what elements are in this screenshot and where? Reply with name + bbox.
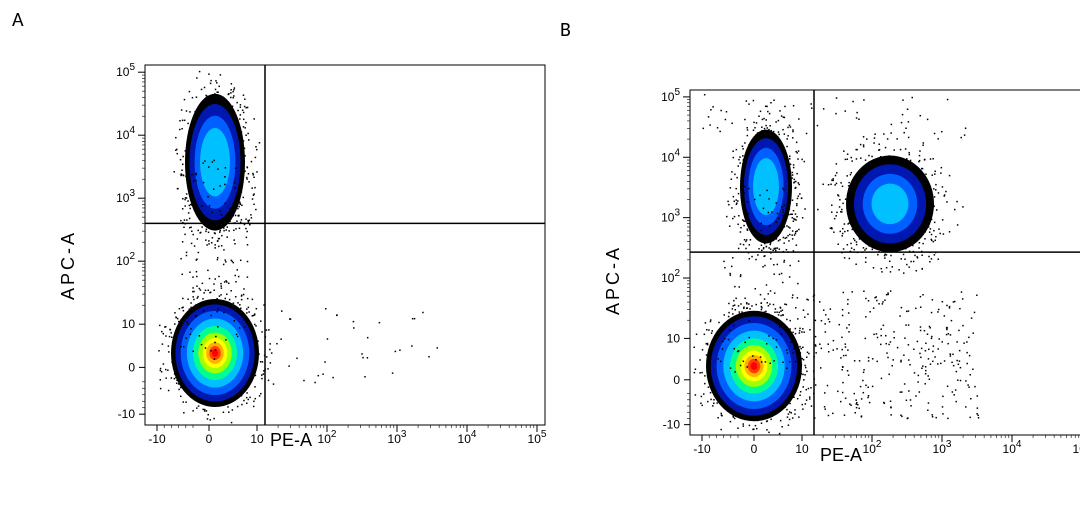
svg-text:0: 0 (206, 432, 213, 446)
panel-label-b: B (560, 18, 571, 42)
svg-text:102: 102 (661, 268, 680, 285)
svg-text:105: 105 (1073, 439, 1080, 456)
svg-text:105: 105 (661, 87, 680, 104)
y-axis-label-a: APC-A (58, 230, 79, 300)
x-axis-label-b: PE-A (820, 445, 862, 466)
facs-plot-b: -10010102103104105-10010102103104105 (640, 80, 1040, 425)
svg-text:-10: -10 (693, 442, 711, 456)
panel-label-a: A (12, 8, 24, 32)
svg-text:103: 103 (933, 439, 952, 456)
svg-text:10: 10 (795, 442, 809, 456)
svg-text:102: 102 (318, 429, 337, 446)
y-axis-label-b: APC-A (603, 245, 624, 315)
facs-plot-a: -10010102103104105-10010102103104105 (95, 55, 495, 415)
svg-text:105: 105 (116, 62, 135, 79)
svg-text:-10: -10 (118, 407, 136, 421)
svg-text:0: 0 (128, 360, 135, 374)
svg-text:102: 102 (116, 251, 135, 268)
svg-text:104: 104 (1003, 439, 1022, 456)
svg-text:102: 102 (863, 439, 882, 456)
svg-text:10: 10 (250, 432, 264, 446)
svg-text:-10: -10 (148, 432, 166, 446)
svg-text:103: 103 (661, 208, 680, 225)
svg-text:103: 103 (388, 429, 407, 446)
svg-text:104: 104 (661, 147, 680, 164)
svg-text:10: 10 (667, 331, 681, 345)
svg-text:104: 104 (116, 125, 135, 142)
x-axis-label-a: PE-A (270, 430, 312, 451)
svg-text:0: 0 (751, 442, 758, 456)
svg-text:-10: -10 (663, 418, 681, 432)
svg-text:105: 105 (528, 429, 547, 446)
svg-text:10: 10 (122, 317, 136, 331)
svg-text:104: 104 (458, 429, 477, 446)
svg-text:103: 103 (116, 188, 135, 205)
svg-text:0: 0 (673, 373, 680, 387)
figure-root: A B -10 0 10 102 103 104 105 -10 0 10 102 103 104 105… (0, 0, 1080, 510)
